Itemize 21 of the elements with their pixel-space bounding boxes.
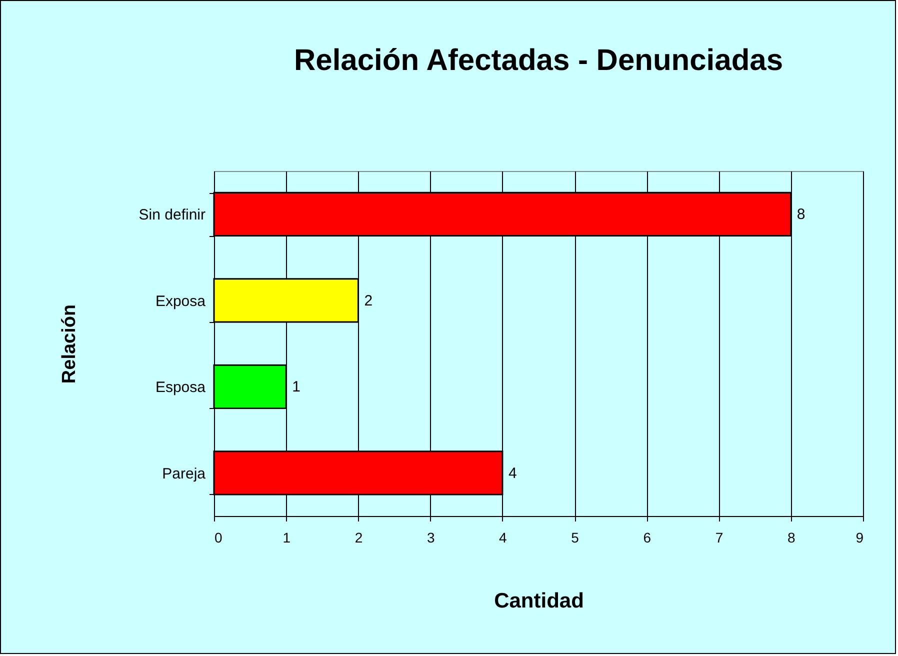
data-label: 1 (292, 378, 300, 396)
data-label: 4 (508, 464, 517, 482)
x-tick-label: 5 (571, 530, 580, 546)
x-tick-label: 2 (354, 530, 363, 546)
x-axis-title: Cantidad (494, 590, 584, 612)
x-tick-label: 6 (643, 530, 652, 546)
x-tick-label: 7 (715, 530, 724, 546)
y-tick-label: Pareja (162, 465, 206, 482)
x-tick-label: 8 (787, 530, 796, 546)
y-tick-label: Esposa (155, 379, 206, 396)
data-label: 2 (364, 292, 373, 310)
y-tick-label: Sin definir (138, 206, 206, 224)
y-tick-label: Exposa (155, 292, 206, 310)
chart-title: Relación Afectadas - Denunciadas (294, 44, 784, 77)
x-tick-label: 0 (214, 530, 222, 546)
x-tick-label: 1 (282, 530, 291, 546)
y-axis-title: Relación (58, 304, 80, 384)
x-tick-label: 3 (426, 530, 435, 546)
data-label: 8 (796, 206, 806, 224)
x-tick-label: 4 (499, 530, 508, 546)
x-tick-label: 9 (856, 530, 864, 546)
